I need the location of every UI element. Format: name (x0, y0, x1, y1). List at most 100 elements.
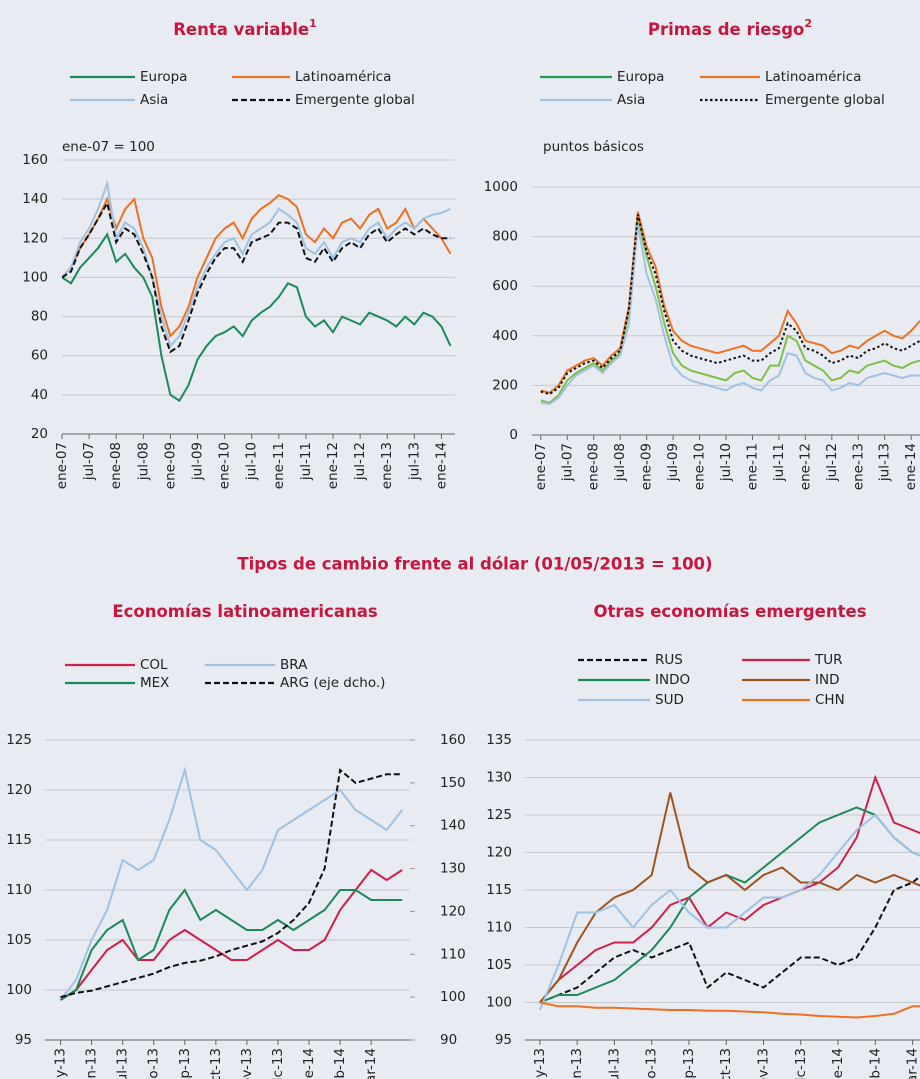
x-tick-label: jul-12 (352, 442, 368, 481)
x-tick-label: ene-14 (830, 1048, 846, 1079)
x-tick-label: ene-12 (797, 443, 813, 490)
x-tick-label: mar-14 (905, 1048, 920, 1079)
chart-title-text: Renta variable (173, 20, 309, 39)
x-tick-label: feb-14 (332, 1048, 348, 1079)
y2-tick-label: 90 (440, 1032, 457, 1048)
series-line (59, 868, 403, 1001)
x-tick-label: jul-10 (718, 443, 734, 482)
series-line (540, 211, 920, 394)
x-tick-label: ene-13 (850, 443, 866, 490)
legend-label: Asia (617, 92, 645, 108)
x-tick-label: ene-11 (271, 442, 287, 489)
y-tick-label: 100 (486, 995, 512, 1011)
axis-annotation: ene-07 = 100 (62, 139, 155, 155)
series-line (62, 232, 452, 403)
y-tick-label: 160 (22, 152, 48, 168)
legend-label: INDO (655, 672, 690, 688)
legend-label: IND (815, 672, 839, 688)
x-tick-label: dic-13 (270, 1048, 286, 1079)
x-tick-label: nov-13 (239, 1048, 255, 1079)
series-line (539, 792, 920, 1004)
x-tick-label: mar-14 (363, 1048, 379, 1079)
series-line (59, 766, 403, 1001)
legend-label: Emergente global (295, 92, 415, 108)
y-tick-label: 130 (486, 770, 512, 786)
x-tick-label: jul-08 (135, 442, 151, 481)
series-line (62, 194, 452, 339)
title-superscript: 2 (804, 17, 812, 30)
y-tick-label: 120 (6, 782, 32, 798)
y-tick-label: 0 (509, 427, 518, 443)
x-tick-label: jul-13 (406, 442, 422, 481)
x-tick-label: ene-07 (54, 442, 70, 489)
y-tick-label: 115 (6, 832, 32, 848)
section-title: Tipos de cambio frente al dólar (01/05/2… (237, 555, 712, 574)
axis-annotation: puntos básicos (543, 139, 644, 155)
x-tick-label: ene-14 (903, 443, 919, 490)
x-tick-label: jul-13 (606, 1048, 622, 1079)
x-tick-label: sep-13 (681, 1048, 697, 1079)
x-tick-label: may-13 (532, 1048, 548, 1079)
x-tick-label: jul-07 (559, 443, 575, 482)
legend-label: Emergente global (765, 92, 885, 108)
x-tick-label: ene-08 (586, 443, 602, 490)
legend-label: COL (140, 657, 168, 673)
x-tick-label: jul-07 (81, 442, 97, 481)
x-tick-label: ago-13 (644, 1048, 660, 1079)
x-tick-label: ene-09 (162, 442, 178, 489)
x-tick-label: jun-13 (569, 1048, 585, 1079)
series-line (60, 768, 403, 999)
x-tick-label: jul-11 (298, 442, 314, 481)
chart-title: Primas de riesgo2 (648, 17, 812, 39)
x-tick-label: jul-12 (824, 443, 840, 482)
legend-label: ARG (eje dcho.) (280, 675, 385, 691)
series-line (62, 200, 451, 354)
y-tick-label: 95 (495, 1032, 512, 1048)
x-tick-label: ene-13 (379, 442, 395, 489)
legend-label: TUR (814, 652, 843, 668)
y-tick-label: 95 (15, 1032, 32, 1048)
x-tick-label: jul-13 (877, 443, 893, 482)
x-tick-label: ene-10 (217, 442, 233, 489)
y-tick-label: 600 (492, 278, 518, 294)
x-tick-label: jul-10 (244, 442, 260, 481)
series-line (540, 214, 920, 396)
title-superscript: 1 (309, 17, 317, 30)
x-tick-label: nov-13 (755, 1048, 771, 1079)
x-tick-label: jun-13 (84, 1048, 100, 1079)
x-tick-label: jul-11 (771, 443, 787, 482)
y-tick-label: 105 (6, 932, 32, 948)
y-tick-label: 125 (6, 732, 32, 748)
x-tick-label: jul-08 (612, 443, 628, 482)
y-tick-label: 1000 (484, 179, 518, 195)
legend-label: RUS (655, 652, 683, 668)
y-tick-label: 115 (486, 882, 512, 898)
chart-title-text: Otras economías emergentes (593, 602, 866, 621)
x-tick-label: dic-13 (793, 1048, 809, 1079)
x-tick-label: ene-07 (533, 443, 549, 490)
legend-label: BRA (280, 657, 308, 673)
y2-tick-label: 120 (440, 903, 466, 919)
legend-label: CHN (815, 692, 845, 708)
x-tick-label: oct-13 (718, 1048, 734, 1079)
y-tick-label: 200 (492, 377, 518, 393)
series-line (540, 224, 920, 406)
series-line (539, 1001, 920, 1019)
x-tick-label: feb-14 (867, 1048, 883, 1079)
x-tick-label: ene-12 (325, 442, 341, 489)
y2-tick-label: 150 (440, 775, 466, 791)
legend-label: Europa (617, 69, 664, 85)
chart-title: Economías latinoamericanas (112, 602, 378, 621)
legend-label: SUD (655, 692, 684, 708)
x-tick-label: ene-11 (744, 443, 760, 490)
chart-title-text: Economías latinoamericanas (112, 602, 378, 621)
legend-label: Asia (140, 92, 168, 108)
y-tick-label: 40 (31, 387, 48, 403)
chart-title: Otras economías emergentes (593, 602, 866, 621)
y-tick-label: 80 (31, 309, 48, 325)
series-line (62, 179, 451, 348)
y-tick-label: 100 (6, 982, 32, 998)
y2-tick-label: 160 (440, 732, 466, 748)
x-tick-label: jul-09 (190, 442, 206, 481)
